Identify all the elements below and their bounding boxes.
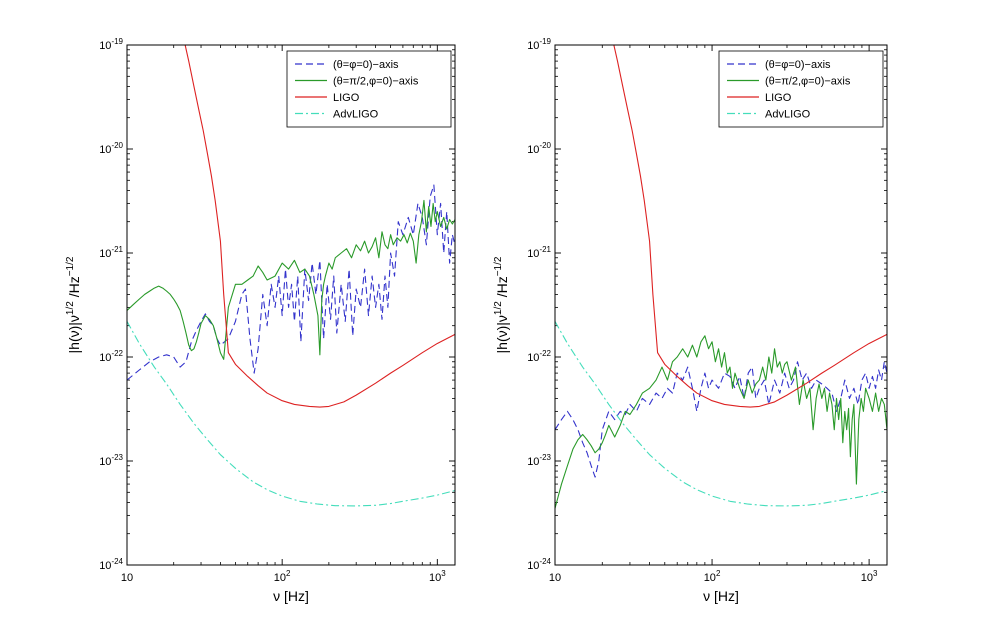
left-panel: 10 102 103 10-19 10-20 10-21 10-22 10-23 10-24 ν … <box>65 37 456 604</box>
series-line-1 <box>127 199 455 360</box>
x-tick-label: 103 <box>861 569 878 584</box>
y-tick-label: 10-24 <box>527 557 551 572</box>
legend: (θ=φ=0)−axis (θ=π/2,φ=0)−axis LIGO AdvLIGO <box>718 50 884 128</box>
y-tick-label: 10-22 <box>527 349 551 364</box>
series-line-3 <box>127 321 455 507</box>
y-tick-label: 10-21 <box>99 245 123 260</box>
series-line-2 <box>184 45 455 408</box>
legend-entry-2: LIGO <box>765 92 792 104</box>
legend-entry-2: LIGO <box>333 92 360 104</box>
y-tick-label: 10-23 <box>527 453 551 468</box>
y-axis-label: |h(ν)|ν1/2 /Hz−1/2 <box>65 256 82 353</box>
x-tick-label: 10 <box>549 572 561 584</box>
x-axis-label: ν [Hz] <box>273 588 309 604</box>
legend-entry-1: (θ=π/2,φ=0)−axis <box>333 76 419 88</box>
legend-entry-3: AdvLIGO <box>765 109 811 121</box>
x-tick-label: 10 <box>121 572 133 584</box>
y-tick-label: 10-24 <box>99 557 123 572</box>
x-tick-label: 102 <box>704 569 721 584</box>
y-tick-label: 10-23 <box>99 453 123 468</box>
series-line-3 <box>555 321 887 507</box>
axes-frame <box>554 44 888 566</box>
legend-entry-0: (θ=φ=0)−axis <box>765 59 831 71</box>
legend-entry-0: (θ=φ=0)−axis <box>333 59 399 71</box>
y-tick-label: 10-20 <box>527 141 551 156</box>
legend: (θ=φ=0)−axis (θ=π/2,φ=0)−axis LIGO AdvLIGO <box>286 50 452 128</box>
y-tick-label: 10-22 <box>99 349 123 364</box>
series-line-2 <box>613 45 887 408</box>
series-line-0 <box>555 361 887 478</box>
y-tick-label: 10-21 <box>527 245 551 260</box>
right-panel: 10 102 103 10-19 10-20 10-21 10-22 10-23 10-24 ν … <box>493 37 888 604</box>
y-tick-label: 10-20 <box>99 141 123 156</box>
legend-box <box>718 50 884 128</box>
legend-entry-3: AdvLIGO <box>333 109 379 121</box>
axes-frame <box>126 44 456 566</box>
series-line-1 <box>555 335 887 509</box>
y-tick-label: 10-19 <box>99 37 123 52</box>
y-axis-label: |h(ν)|ν1/2 /Hz−1/2 <box>493 256 510 353</box>
plot-area <box>127 45 455 507</box>
x-tick-label: 102 <box>274 569 291 584</box>
plot-area <box>555 45 887 509</box>
x-axis-label: ν [Hz] <box>703 588 739 604</box>
x-tick-label: 103 <box>429 569 446 584</box>
legend-box <box>286 50 452 128</box>
y-tick-label: 10-19 <box>527 37 551 52</box>
legend-entry-1: (θ=π/2,φ=0)−axis <box>765 76 851 88</box>
series-line-0 <box>127 184 455 381</box>
